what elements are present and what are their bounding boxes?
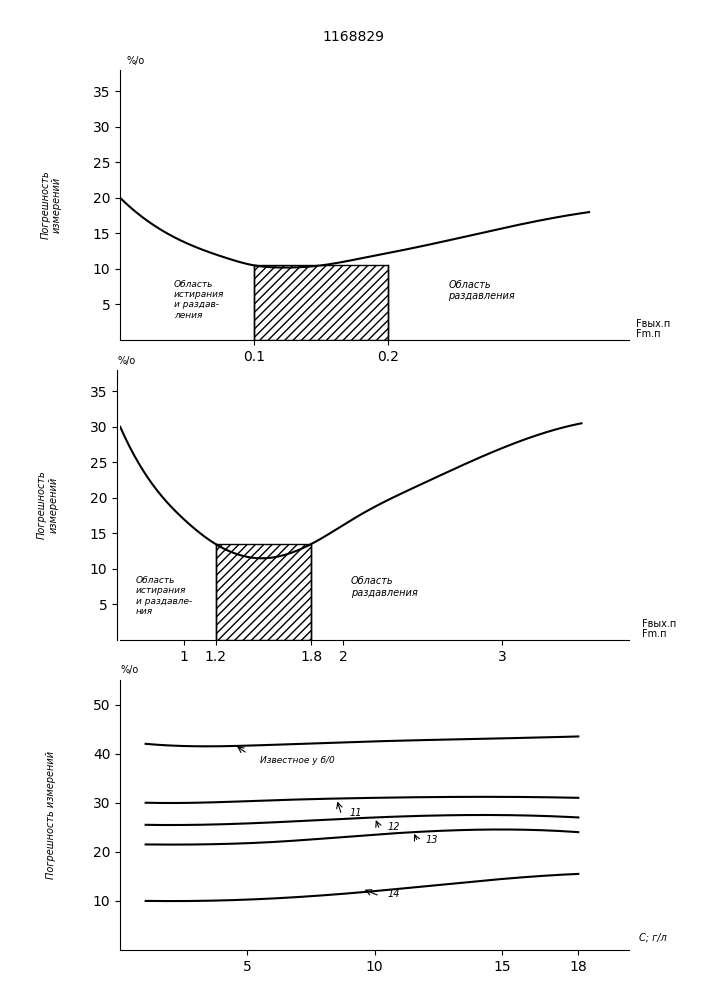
- Text: Известное у б/0: Известное у б/0: [260, 756, 335, 765]
- Bar: [254, 265, 388, 340]
- Bar: [216, 544, 311, 640]
- Text: 11: 11: [349, 808, 362, 818]
- Text: Fвых.п: Fвых.п: [642, 619, 676, 629]
- Text: 13: 13: [426, 835, 438, 845]
- Text: Fвых.п: Fвых.п: [636, 319, 670, 329]
- Text: 1168829: 1168829: [322, 30, 385, 44]
- Text: Область
раздавления: Область раздавления: [351, 576, 418, 598]
- Y-axis label: Погрешность измерений: Погрешность измерений: [46, 751, 56, 879]
- Text: %/о: %/о: [127, 56, 145, 66]
- Y-axis label: Погрешность
измерений: Погрешность измерений: [37, 471, 59, 539]
- Text: 14: 14: [387, 889, 400, 899]
- Text: С; г/л: С; г/л: [639, 933, 667, 943]
- Text: Фиг. 3: Фиг. 3: [354, 689, 395, 702]
- Text: Область
истирания
и раздав-
ления: Область истирания и раздав- ления: [174, 280, 224, 320]
- Y-axis label: Погрешность
измерений: Погрешность измерений: [40, 171, 62, 239]
- Text: Fm.п: Fm.п: [636, 329, 660, 339]
- Text: Область
истирания
и раздавле-
ния: Область истирания и раздавле- ния: [136, 576, 192, 616]
- Text: %/о: %/о: [120, 665, 139, 675]
- Text: %/о: %/о: [118, 356, 136, 366]
- Text: Фиг. 2: Фиг. 2: [354, 389, 395, 402]
- Text: 12: 12: [387, 822, 400, 832]
- Text: Фиг. 4: Фиг. 4: [354, 999, 395, 1000]
- Text: Область
раздавления: Область раздавления: [448, 280, 515, 301]
- Text: Fm.п: Fm.п: [642, 629, 667, 639]
